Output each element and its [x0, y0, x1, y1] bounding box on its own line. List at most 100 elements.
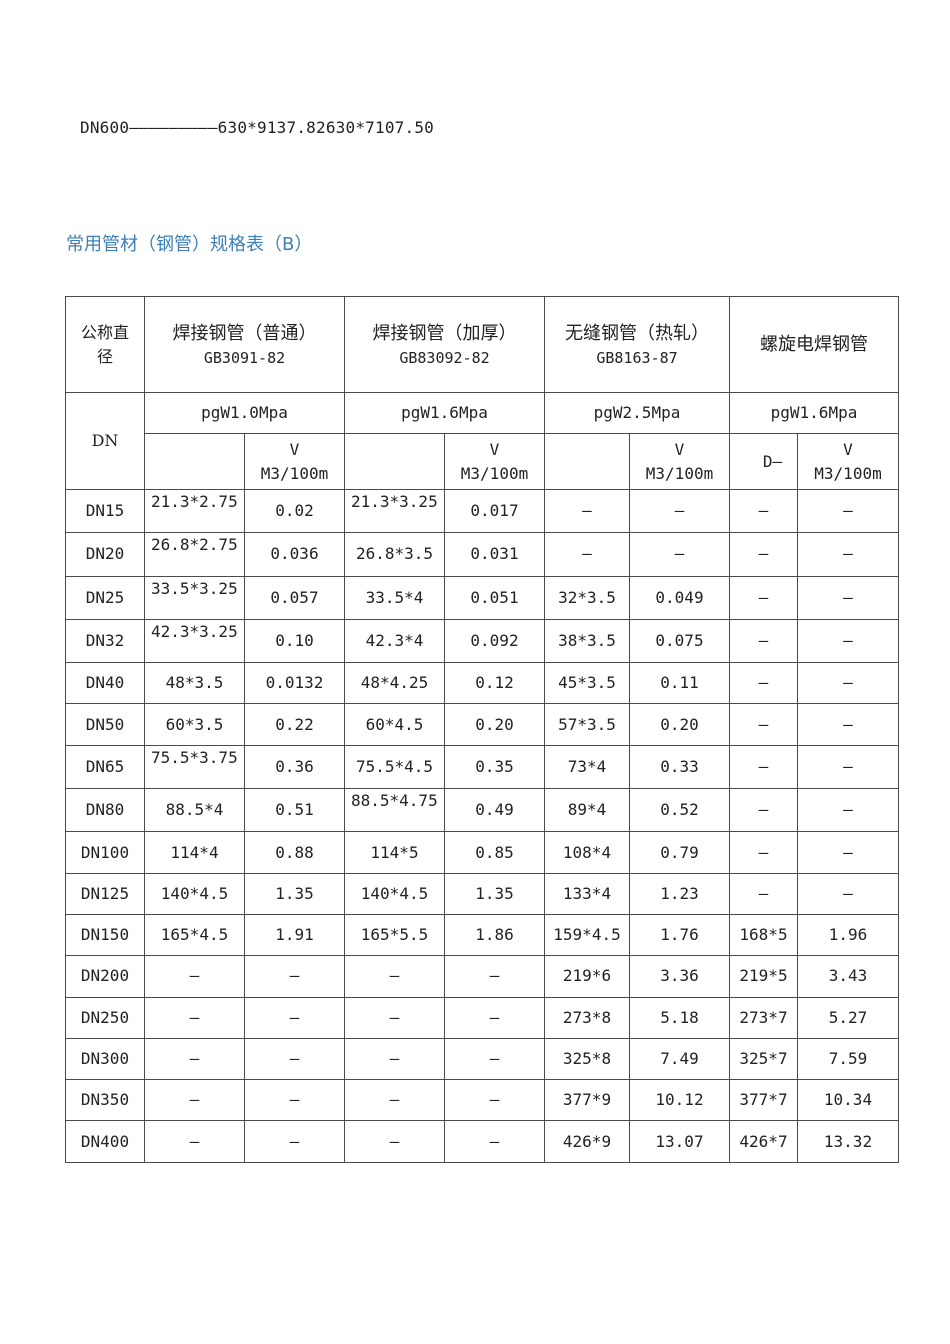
volume-cell: — [244, 1037, 345, 1081]
spec-cell: 325*7 [729, 1037, 798, 1081]
table-row: DN125 140*4.5 1.35 140*4.5 1.35 133*4 1.23— — [65, 872, 899, 915]
group-1-title: 焊接钢管（普通） [172, 322, 317, 344]
volume-cell: 13.32 [797, 1120, 899, 1163]
group-1-pressure: pgW1.0Mpa [144, 392, 345, 434]
volume-cell: — [444, 1079, 545, 1122]
volume-cell: 0.075 [629, 618, 730, 664]
volume-cell: 0.20 [444, 703, 545, 746]
volume-cell: — [797, 703, 899, 746]
volume-cell: — [797, 532, 899, 577]
spec-cell: — [729, 532, 798, 577]
table-row: DN400— — — —426*9 13.07 426*7 13.32 [65, 1120, 899, 1163]
volume-cell: — [797, 662, 899, 705]
volume-cell: 3.36 [629, 955, 730, 998]
volume-cell: 1.91 [244, 913, 345, 957]
spec-cell: — [344, 1079, 445, 1122]
spec-cell: 33.5*4 [344, 575, 445, 620]
volume-cell: 0.036 [244, 532, 345, 577]
spec-cell: 48*4.25 [344, 662, 445, 705]
volume-cell: — [797, 488, 899, 534]
steel-pipe-spec-table: 公称直径 焊接钢管（普通） GB3091-82 焊接钢管（加厚） GB83092… [65, 296, 899, 1163]
volume-cell: — [244, 955, 345, 998]
spec-cell: 114*4 [144, 831, 245, 874]
header-group-2: 焊接钢管（加厚） GB83092-82 [344, 296, 545, 393]
volume-cell: — [444, 955, 545, 998]
volume-cell: — [797, 831, 899, 874]
dn-cell: DN100 [65, 831, 145, 874]
volume-cell: 0.017 [444, 488, 545, 534]
volume-cell: 0.35 [444, 744, 545, 790]
table-row: DN15 21.3*2.75 0.02 21.3*3.25 0.017— — — — [65, 488, 899, 534]
table-row: DN100 114*4 0.88 114*5 0.85 108*4 0.79— — [65, 831, 899, 874]
header-dn: DN [65, 392, 145, 490]
volume-cell: 0.51 [244, 788, 345, 833]
volume-cell: 3.43 [797, 955, 899, 998]
group-4-title: 螺旋电焊钢管 [760, 334, 868, 355]
table-row: DN32 42.3*3.25 0.10 42.3*4 0.092 38*3.5 0.075—… [65, 618, 899, 664]
group-4-sub-volume: V M3/100m [797, 433, 899, 490]
spec-cell: 32*3.5 [544, 575, 630, 620]
volume-cell: 13.07 [629, 1120, 730, 1163]
table-row: DN20 26.8*2.75 0.036 26.8*3.5 0.031— — — — [65, 532, 899, 577]
volume-cell: 7.49 [629, 1037, 730, 1081]
volume-cell: 0.11 [629, 662, 730, 705]
spec-cell: 108*4 [544, 831, 630, 874]
group-2-pressure: pgW1.6Mpa [344, 392, 545, 434]
volume-cell: 0.031 [444, 532, 545, 577]
dn-cell: DN65 [65, 744, 145, 790]
volume-cell: 1.86 [444, 913, 545, 957]
spec-cell: 159*4.5 [544, 913, 630, 957]
spec-cell: 426*7 [729, 1120, 798, 1163]
spec-cell: 273*7 [729, 996, 798, 1039]
spec-cell: 325*8 [544, 1037, 630, 1081]
volume-cell: 10.34 [797, 1079, 899, 1122]
spec-cell: — [729, 575, 798, 620]
spec-cell: — [144, 955, 245, 998]
table-row: DN200— — — —219*6 3.36 219*5 3.43 [65, 955, 899, 998]
spec-cell: — [729, 788, 798, 833]
spec-cell: — [729, 488, 798, 534]
spec-cell: 60*3.5 [144, 703, 245, 746]
group-2-standard: GB83092-82 [399, 348, 490, 367]
volume-cell: 10.12 [629, 1079, 730, 1122]
group-3-title: 无缝钢管（热轧） [565, 322, 709, 344]
group-2-sub-volume: V M3/100m [444, 433, 545, 490]
volume-cell: — [444, 996, 545, 1039]
dn-cell: DN40 [65, 662, 145, 705]
spec-cell: 38*3.5 [544, 618, 630, 664]
group-3-sub-volume: V M3/100m [629, 433, 730, 490]
volume-cell: — [444, 1037, 545, 1081]
dn-cell: DN150 [65, 913, 145, 957]
volume-cell: 1.35 [244, 872, 345, 915]
volume-cell: 0.057 [244, 575, 345, 620]
spec-cell: — [144, 1079, 245, 1122]
volume-cell: 0.20 [629, 703, 730, 746]
volume-cell: 0.02 [244, 488, 345, 534]
group-3-sub-left [544, 433, 630, 490]
spec-cell: 42.3*4 [344, 618, 445, 664]
header-group-1: 焊接钢管（普通） GB3091-82 [144, 296, 345, 393]
spec-cell: 33.5*3.25 [144, 575, 245, 620]
spec-cell: 426*9 [544, 1120, 630, 1163]
dn-cell: DN400 [65, 1120, 145, 1163]
spec-cell: — [729, 618, 798, 664]
group-3-pressure: pgW2.5Mpa [544, 392, 730, 434]
spec-cell: — [729, 872, 798, 915]
spec-cell: 114*5 [344, 831, 445, 874]
spec-cell: 75.5*4.5 [344, 744, 445, 790]
volume-cell: — [629, 488, 730, 534]
spec-cell: 42.3*3.25 [144, 618, 245, 664]
dn-cell: DN80 [65, 788, 145, 833]
spec-cell: 73*4 [544, 744, 630, 790]
volume-cell: 0.092 [444, 618, 545, 664]
spec-cell: — [544, 532, 630, 577]
group-3-standard: GB8163-87 [596, 348, 678, 367]
volume-cell: 0.33 [629, 744, 730, 790]
dn-cell: DN200 [65, 955, 145, 998]
spec-cell: — [729, 662, 798, 705]
spec-cell: 75.5*3.75 [144, 744, 245, 790]
dn-cell: DN250 [65, 996, 145, 1039]
volume-cell: — [444, 1120, 545, 1163]
volume-cell: — [629, 532, 730, 577]
dn-cell: DN50 [65, 703, 145, 746]
